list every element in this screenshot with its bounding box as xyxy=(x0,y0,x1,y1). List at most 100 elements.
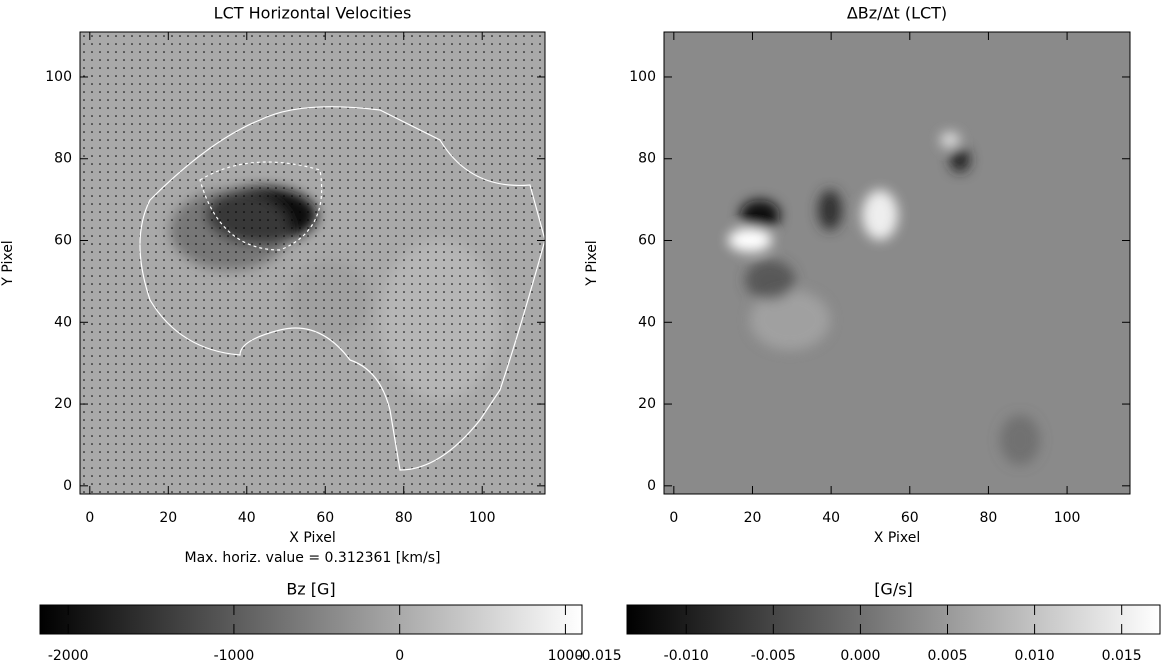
vector-dot xyxy=(475,155,477,157)
vector-dot xyxy=(523,467,525,469)
vector-dot xyxy=(371,475,373,477)
vector-dot xyxy=(315,427,317,429)
vector-dot xyxy=(195,163,197,165)
vector-dot xyxy=(459,459,461,461)
vector-dot xyxy=(99,115,101,117)
vector-dot xyxy=(427,107,429,109)
vector-dot xyxy=(339,179,341,181)
vector-dot xyxy=(483,259,485,261)
vector-dot xyxy=(539,355,541,357)
vector-dot xyxy=(171,115,173,117)
vector-dot xyxy=(259,251,261,253)
vector-dot xyxy=(83,347,85,349)
vector-dot xyxy=(131,283,133,285)
vector-dot xyxy=(307,283,309,285)
plot-frame xyxy=(79,31,546,495)
vector-dot xyxy=(395,187,397,189)
vector-dot xyxy=(107,419,109,421)
vector-dot xyxy=(427,171,429,173)
vector-dot xyxy=(363,155,365,157)
vector-dot xyxy=(99,187,101,189)
vector-dot xyxy=(259,411,261,413)
vector-dot xyxy=(451,403,453,405)
vector-dot xyxy=(155,427,157,429)
vector-dot xyxy=(219,91,221,93)
vector-dot xyxy=(115,347,117,349)
vector-dot xyxy=(275,59,277,61)
vector-dot xyxy=(259,339,261,341)
vector-dot xyxy=(195,475,197,477)
vector-dot xyxy=(515,163,517,165)
vector-dot xyxy=(523,411,525,413)
vector-dot xyxy=(219,355,221,357)
vector-dot xyxy=(363,371,365,373)
vector-dot xyxy=(339,403,341,405)
vector-dot xyxy=(115,251,117,253)
vector-dot xyxy=(411,427,413,429)
vector-dot xyxy=(131,51,133,53)
vector-dot xyxy=(371,315,373,317)
vector-dot xyxy=(139,323,141,325)
vector-dot xyxy=(107,243,109,245)
vector-dot xyxy=(315,339,317,341)
vector-dot xyxy=(379,155,381,157)
vector-dot xyxy=(243,427,245,429)
vector-dot xyxy=(267,363,269,365)
vector-dot xyxy=(347,419,349,421)
vector-dot xyxy=(531,411,533,413)
vector-dot xyxy=(379,387,381,389)
vector-dot xyxy=(379,219,381,221)
vector-dot xyxy=(395,219,397,221)
vector-dot xyxy=(243,35,245,37)
vector-dot xyxy=(195,451,197,453)
vector-dot xyxy=(443,283,445,285)
vector-dot xyxy=(179,323,181,325)
vector-dot xyxy=(91,483,93,485)
vector-dot xyxy=(243,467,245,469)
vector-dot xyxy=(395,91,397,93)
vector-dot xyxy=(211,467,213,469)
vector-dot xyxy=(235,211,237,213)
vector-dot xyxy=(155,459,157,461)
vector-dot xyxy=(483,171,485,173)
vector-dot xyxy=(267,147,269,149)
vector-dot xyxy=(299,147,301,149)
vector-dot xyxy=(275,307,277,309)
vector-dot xyxy=(411,67,413,69)
vector-dot xyxy=(451,123,453,125)
vector-dot xyxy=(507,307,509,309)
vector-dot xyxy=(91,91,93,93)
vector-dot xyxy=(99,355,101,357)
vector-dot xyxy=(539,363,541,365)
vector-dot xyxy=(355,291,357,293)
vector-dot xyxy=(483,251,485,253)
vector-dot xyxy=(307,267,309,269)
vector-dot xyxy=(123,395,125,397)
vector-dot xyxy=(259,427,261,429)
vector-dot xyxy=(139,339,141,341)
vector-dot xyxy=(411,91,413,93)
vector-dot xyxy=(531,403,533,405)
vector-dot xyxy=(435,235,437,237)
vector-dot xyxy=(427,35,429,37)
vector-dot xyxy=(147,171,149,173)
vector-dot xyxy=(179,371,181,373)
vector-dot xyxy=(219,411,221,413)
vector-dot xyxy=(187,75,189,77)
vector-dot xyxy=(171,51,173,53)
vector-dot xyxy=(539,267,541,269)
vector-dot xyxy=(395,275,397,277)
vector-dot xyxy=(507,179,509,181)
vector-dot xyxy=(211,187,213,189)
vector-dot xyxy=(491,395,493,397)
vector-dot xyxy=(235,171,237,173)
vector-dot xyxy=(227,275,229,277)
vector-dot xyxy=(475,331,477,333)
vector-dot xyxy=(179,307,181,309)
vector-dot xyxy=(363,403,365,405)
vector-dot xyxy=(227,179,229,181)
vector-dot xyxy=(131,339,133,341)
vector-dot xyxy=(459,323,461,325)
vector-dot xyxy=(115,123,117,125)
vector-dot xyxy=(523,187,525,189)
